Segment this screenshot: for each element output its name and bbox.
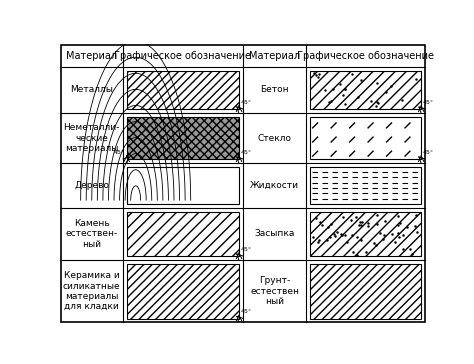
Bar	[310, 211, 421, 256]
Bar	[127, 264, 239, 318]
Text: 45°: 45°	[423, 150, 434, 155]
Text: 45°: 45°	[423, 100, 434, 105]
Text: Засыпка: Засыпка	[255, 229, 295, 238]
Text: Камень
естествен-
ный: Камень естествен- ный	[66, 219, 118, 249]
Text: Дерево: Дерево	[74, 181, 109, 190]
Bar	[310, 167, 421, 204]
Text: Керамика и
силикатные
материалы
для кладки: Керамика и силикатные материалы для клад…	[63, 271, 120, 311]
Text: Стекло: Стекло	[258, 134, 292, 142]
Text: Бетон: Бетон	[260, 86, 289, 94]
Text: 45°: 45°	[241, 247, 252, 252]
Text: 45°: 45°	[241, 150, 252, 155]
Text: 45°: 45°	[241, 309, 252, 314]
Bar	[127, 71, 239, 109]
Text: Графическое обозначение: Графическое обозначение	[114, 51, 251, 61]
Bar	[127, 167, 239, 204]
Text: 45°: 45°	[241, 100, 252, 105]
Text: Металлы: Металлы	[70, 86, 113, 94]
Text: Графическое обозначение: Графическое обозначение	[297, 51, 434, 61]
Bar	[127, 167, 239, 204]
Text: Материал: Материал	[66, 51, 118, 61]
Bar	[127, 117, 239, 159]
Text: Жидкости: Жидкости	[250, 181, 299, 190]
Text: 45°: 45°	[114, 150, 125, 155]
Text: Неметалли-
ческие
материалы: Неметалли- ческие материалы	[64, 123, 120, 153]
Text: Грунт-
естествен
ный: Грунт- естествен ный	[250, 276, 299, 306]
Text: Материал: Материал	[249, 51, 300, 61]
Bar	[310, 71, 421, 109]
Bar	[310, 264, 421, 318]
Bar	[310, 117, 421, 159]
Bar	[127, 211, 239, 256]
